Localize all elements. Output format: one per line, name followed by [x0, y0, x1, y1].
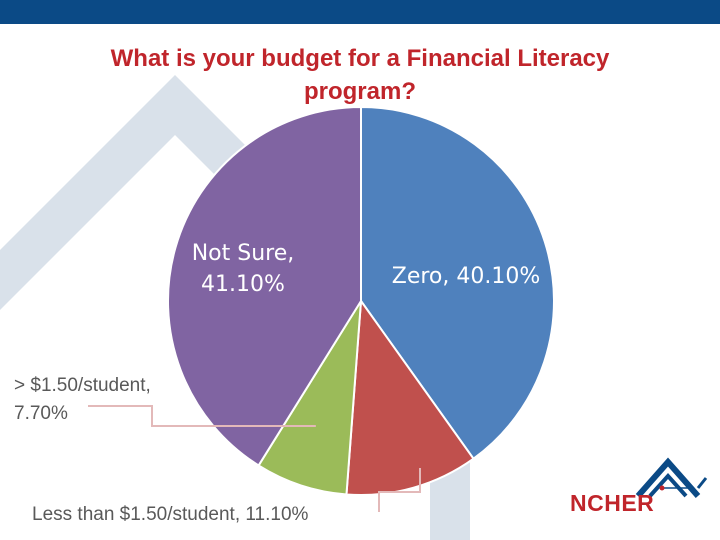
slice-label-lt-1-50-line-1: Less than $1.50/student,: [32, 504, 241, 525]
leader-line-lt-1-50: [378, 468, 421, 512]
slice-label-gt-1-50-line-1: > $1.50/student,: [14, 375, 151, 396]
chart-title-line-2: program?: [303, 78, 416, 105]
chart-title: What is your budget for a Financial Lite…: [40, 42, 680, 108]
slice-label-gt-1-50: > $1.50/student, 7.70%: [14, 372, 151, 428]
slice-label-gt-1-50-line-2: 7.70%: [14, 403, 68, 424]
slice-label-not-sure-line-1: Not Sure,: [192, 241, 295, 266]
pie-slice-less-than-1-50-student: [345, 298, 475, 496]
leader-line-gt-1-50: [88, 405, 316, 427]
slice-label-not-sure-line-2: 41.10%: [201, 272, 285, 297]
header-bar: [0, 0, 720, 24]
pie-slice-not-sure: [167, 105, 362, 467]
chart-title-line-1: What is your budget for a Financial Lite…: [110, 45, 610, 72]
pie-slice-1-50-student: [257, 300, 362, 496]
ncher-logo: [635, 457, 708, 498]
slice-label-lt-1-50: Less than $1.50/student, 11.10%: [32, 501, 308, 529]
pie-slice-zero: [360, 105, 555, 461]
slice-label-lt-1-50-line-2: 11.10%: [245, 504, 309, 525]
ncher-logo-text: NCHER: [570, 490, 655, 516]
slice-label-zero: Zero, 40.10%: [392, 264, 541, 289]
